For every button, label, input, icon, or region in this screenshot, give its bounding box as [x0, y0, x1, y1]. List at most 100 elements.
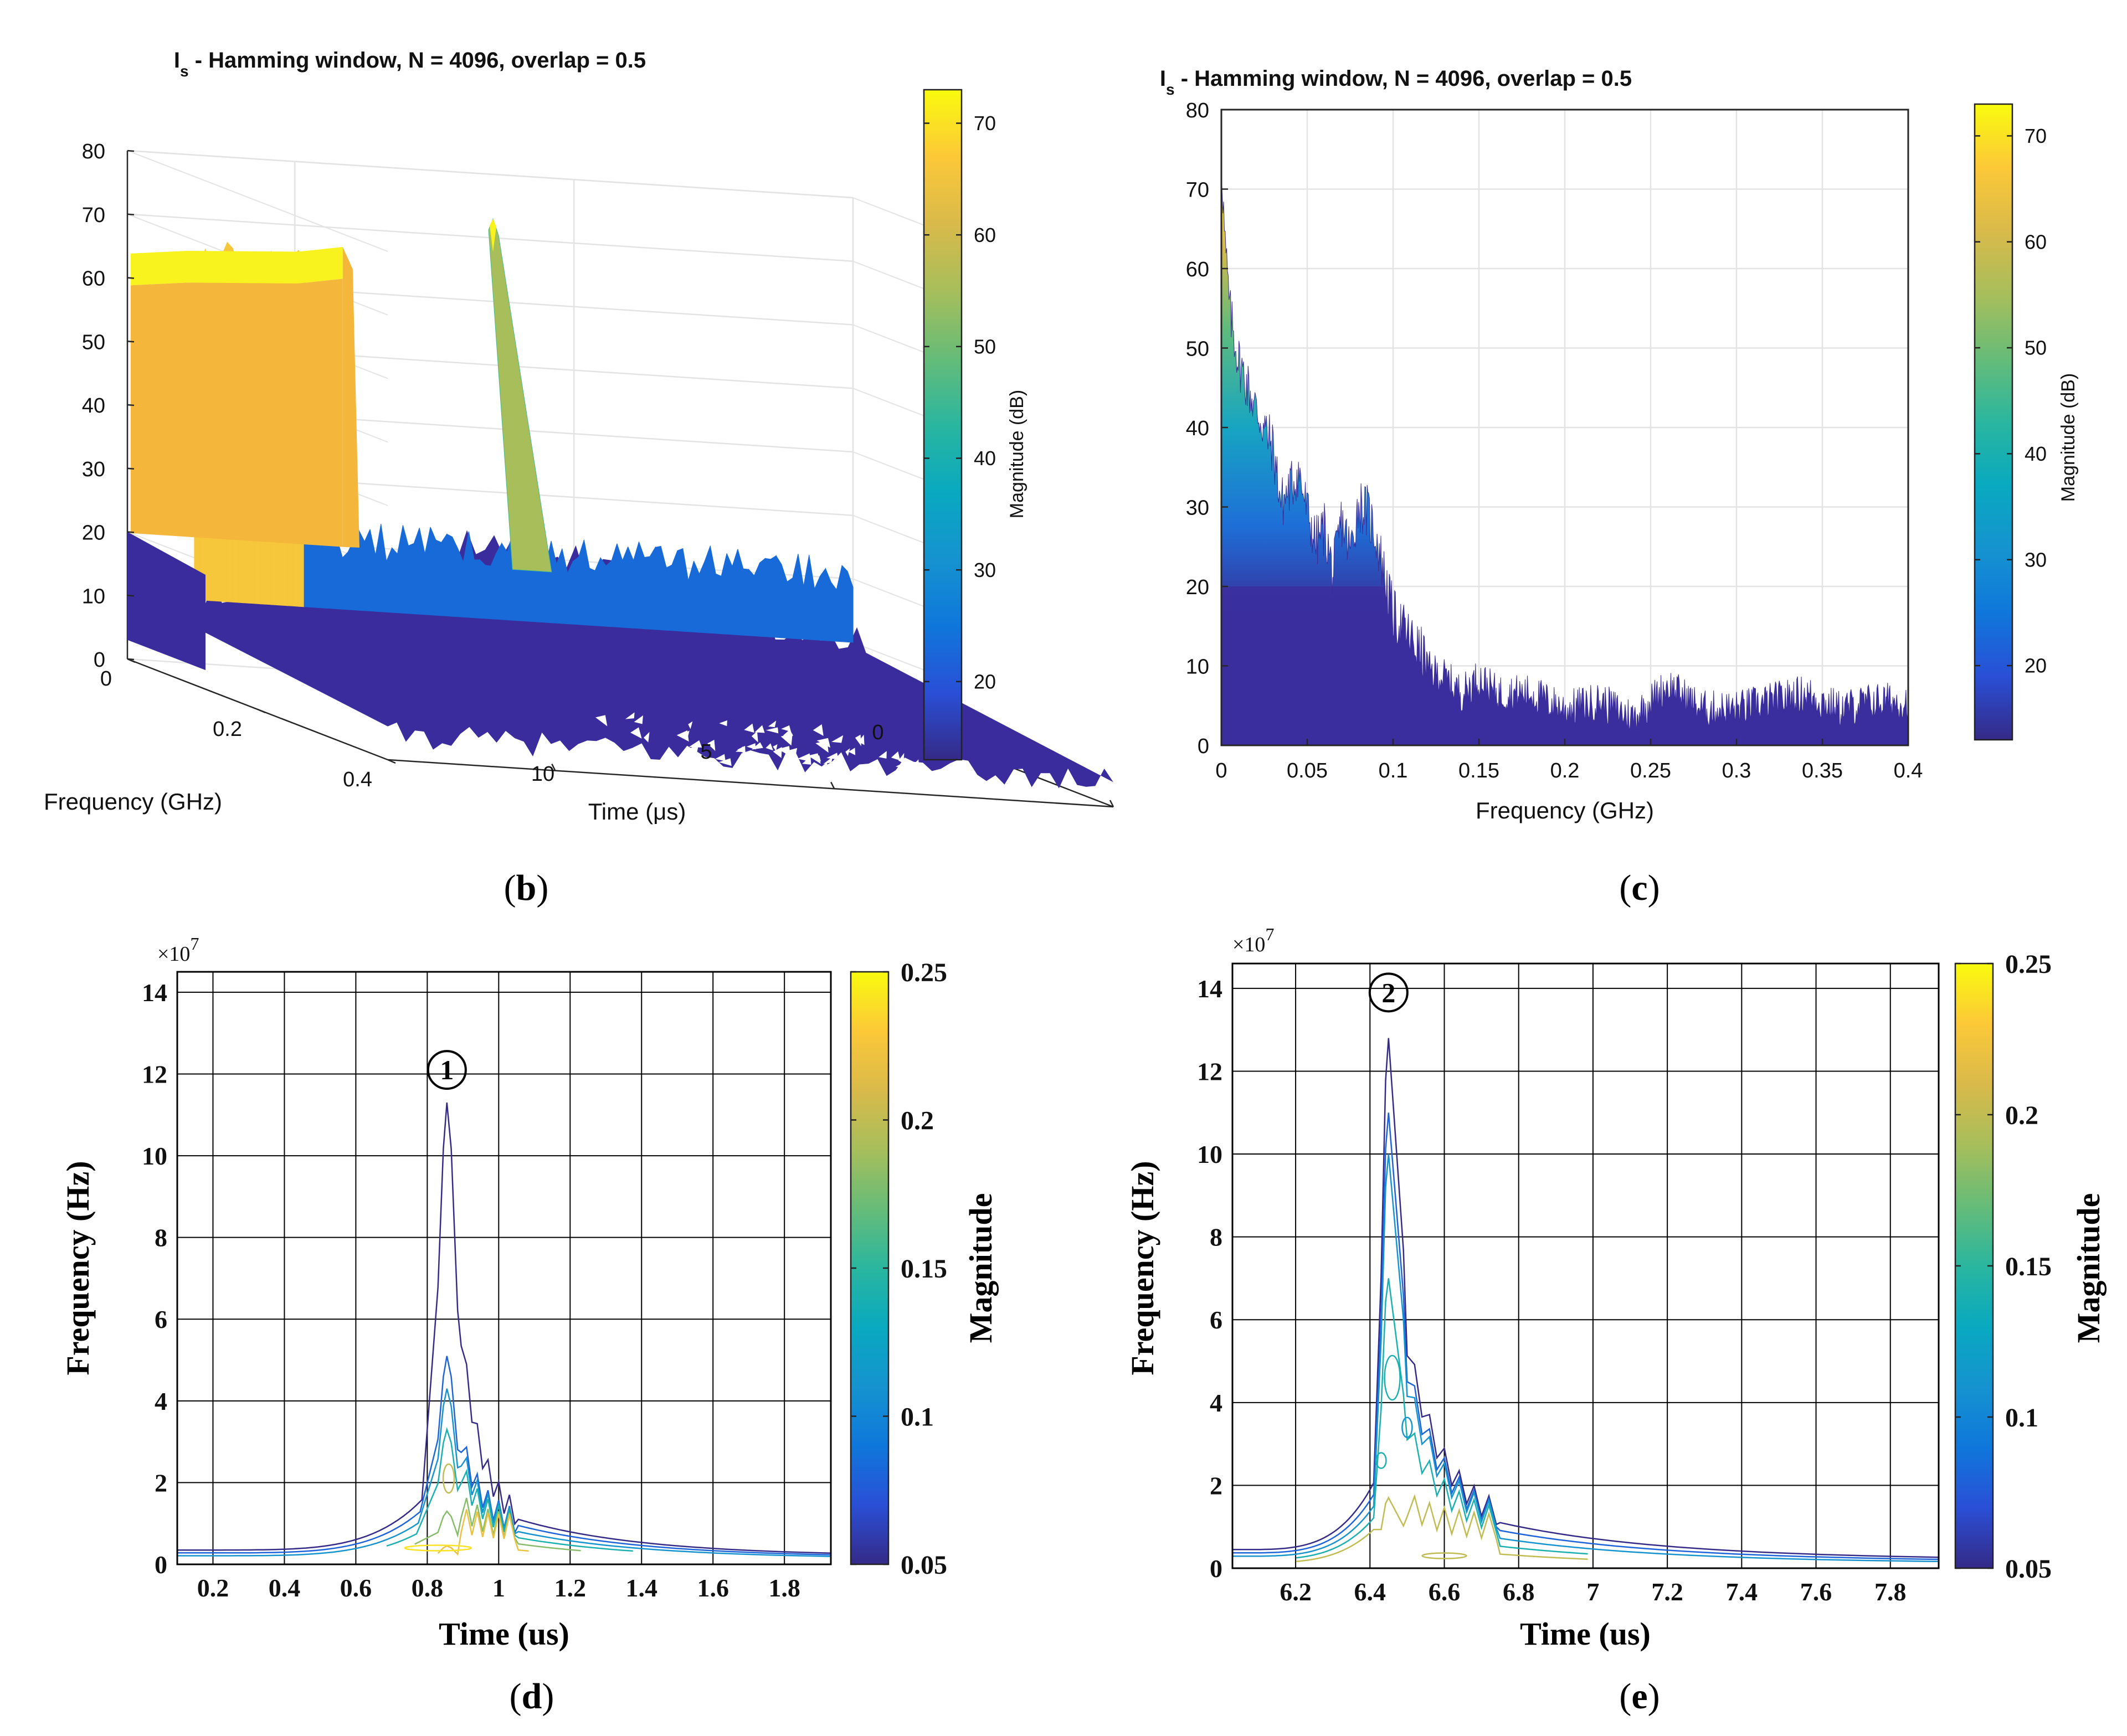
y-tick-label: 10 — [142, 1142, 167, 1170]
y-tick-label: 40 — [1186, 417, 1209, 440]
x-tick-label: 5 — [700, 740, 712, 764]
surface-strip — [479, 559, 486, 619]
surface-strip — [704, 545, 711, 633]
y-tick-label: 30 — [1186, 497, 1209, 520]
colorbar-gradient — [850, 971, 890, 1565]
surface-hole — [644, 732, 650, 743]
surface-strip — [754, 563, 760, 637]
surface-hole — [808, 753, 821, 764]
surface-strip — [441, 533, 448, 616]
colorbar-tick-label: 0.15 — [2005, 1252, 2052, 1281]
panel-e-annotation: 2 — [1368, 972, 1409, 1013]
grid-line — [852, 260, 932, 292]
y-tick-label: 6 — [1210, 1306, 1222, 1334]
z-tick — [127, 277, 135, 279]
x-tick-label: 0.05 — [1287, 759, 1328, 782]
surface-strip — [309, 539, 316, 608]
y-tick-label: 0.2 — [213, 718, 242, 741]
panel-e-colorbar: 0.05 0.1 0.15 0.2 0.25 — [1954, 950, 2052, 1584]
x-tick-label: 0.2 — [197, 1574, 229, 1602]
surface-hole — [718, 758, 732, 766]
panel-d-y-axis-label: Frequency (Hz) — [60, 1161, 96, 1375]
colorbar-tick-label: 0.15 — [901, 1254, 947, 1284]
contour-line — [1296, 1278, 1588, 1559]
panel-b-colorbar-label: Magnitude (dB) — [1006, 390, 1027, 518]
area-series-base — [1221, 586, 1908, 745]
z-tick-label: 70 — [82, 204, 105, 227]
z-tick-label: 30 — [82, 458, 105, 481]
surface-strip — [369, 529, 376, 612]
colorbar-gradient — [1954, 962, 1994, 1569]
colorbar-gradient — [923, 89, 963, 761]
surface-hole — [826, 753, 839, 760]
surface-hole — [781, 725, 792, 732]
y-tick-label: 80 — [1186, 99, 1209, 122]
surface-strip — [413, 528, 420, 615]
surface-strip — [726, 553, 733, 635]
panel-e-grid — [1232, 964, 1939, 1569]
surface-strip — [798, 554, 804, 640]
surface-strip — [715, 573, 722, 635]
z-tick-label: 40 — [82, 394, 105, 418]
surface-hole — [939, 771, 951, 780]
y-tick — [387, 759, 396, 764]
grid-line — [852, 451, 932, 483]
x-tick-label: 1.4 — [626, 1574, 658, 1602]
surface-strip — [809, 555, 815, 641]
colorbar-tick-label: 40 — [974, 447, 996, 470]
surface-strip — [820, 568, 826, 641]
x-tick-label: 0.3 — [1722, 759, 1751, 782]
panel-d-caption: (d) — [510, 1676, 554, 1717]
surface-strip — [841, 564, 848, 642]
surface-strip — [671, 550, 678, 631]
panel-d-y-exponent: ×107 — [157, 934, 199, 966]
panel-d-grid — [177, 972, 831, 1565]
surface-hole — [746, 743, 756, 750]
y-tick-label: 70 — [1186, 179, 1209, 202]
surface-strip — [770, 555, 777, 638]
surface-strip — [649, 546, 656, 630]
z-tick — [127, 213, 135, 215]
colorbar-tick-label: 0.25 — [901, 958, 947, 987]
surface-strip — [660, 546, 667, 631]
surface-hole — [898, 753, 905, 764]
z-tick — [127, 595, 135, 597]
contour-line — [177, 1356, 831, 1555]
panel-b-colorbar: 20 30 40 50 60 70 — [923, 89, 996, 761]
contour-island — [1375, 1452, 1387, 1469]
surface-strip — [787, 577, 793, 639]
surface-hole — [820, 762, 828, 768]
grid-line — [852, 324, 932, 356]
surface-strip — [825, 568, 831, 642]
surface-hole — [630, 727, 642, 739]
colorbar-tick-label: 0.2 — [2005, 1101, 2038, 1130]
panel-e-annotation-label: 2 — [1381, 977, 1395, 1008]
z-tick-label: 20 — [82, 522, 105, 545]
surface-dc-top — [130, 247, 343, 286]
y-tick-label: 2 — [155, 1469, 167, 1497]
z-tick — [127, 341, 135, 343]
x-tick-label: 0.1 — [1379, 759, 1408, 782]
surface-strip — [573, 556, 579, 625]
surface-strip — [721, 553, 727, 635]
x-tick — [830, 781, 835, 789]
surface-strip — [578, 539, 584, 626]
surface-strip — [337, 538, 343, 610]
surface-hole — [768, 720, 777, 728]
surface-hole — [707, 739, 716, 751]
panel-b-caption: (b) — [504, 868, 549, 908]
x-tick-label: 6.8 — [1503, 1578, 1535, 1606]
x-tick — [551, 764, 556, 771]
y-tick-label: 0 — [100, 667, 112, 691]
surface-hole — [625, 712, 635, 719]
surface-left-edge — [127, 532, 205, 671]
grid-line — [852, 578, 932, 610]
grid-line — [852, 514, 932, 547]
surface-strip — [847, 571, 854, 643]
x-tick-label: 10 — [531, 763, 554, 786]
surface-strip — [419, 528, 425, 615]
surface-strip — [485, 565, 491, 620]
surface-strip — [408, 543, 414, 615]
panel-d-colorbar-label: Magnitude — [963, 1193, 999, 1343]
